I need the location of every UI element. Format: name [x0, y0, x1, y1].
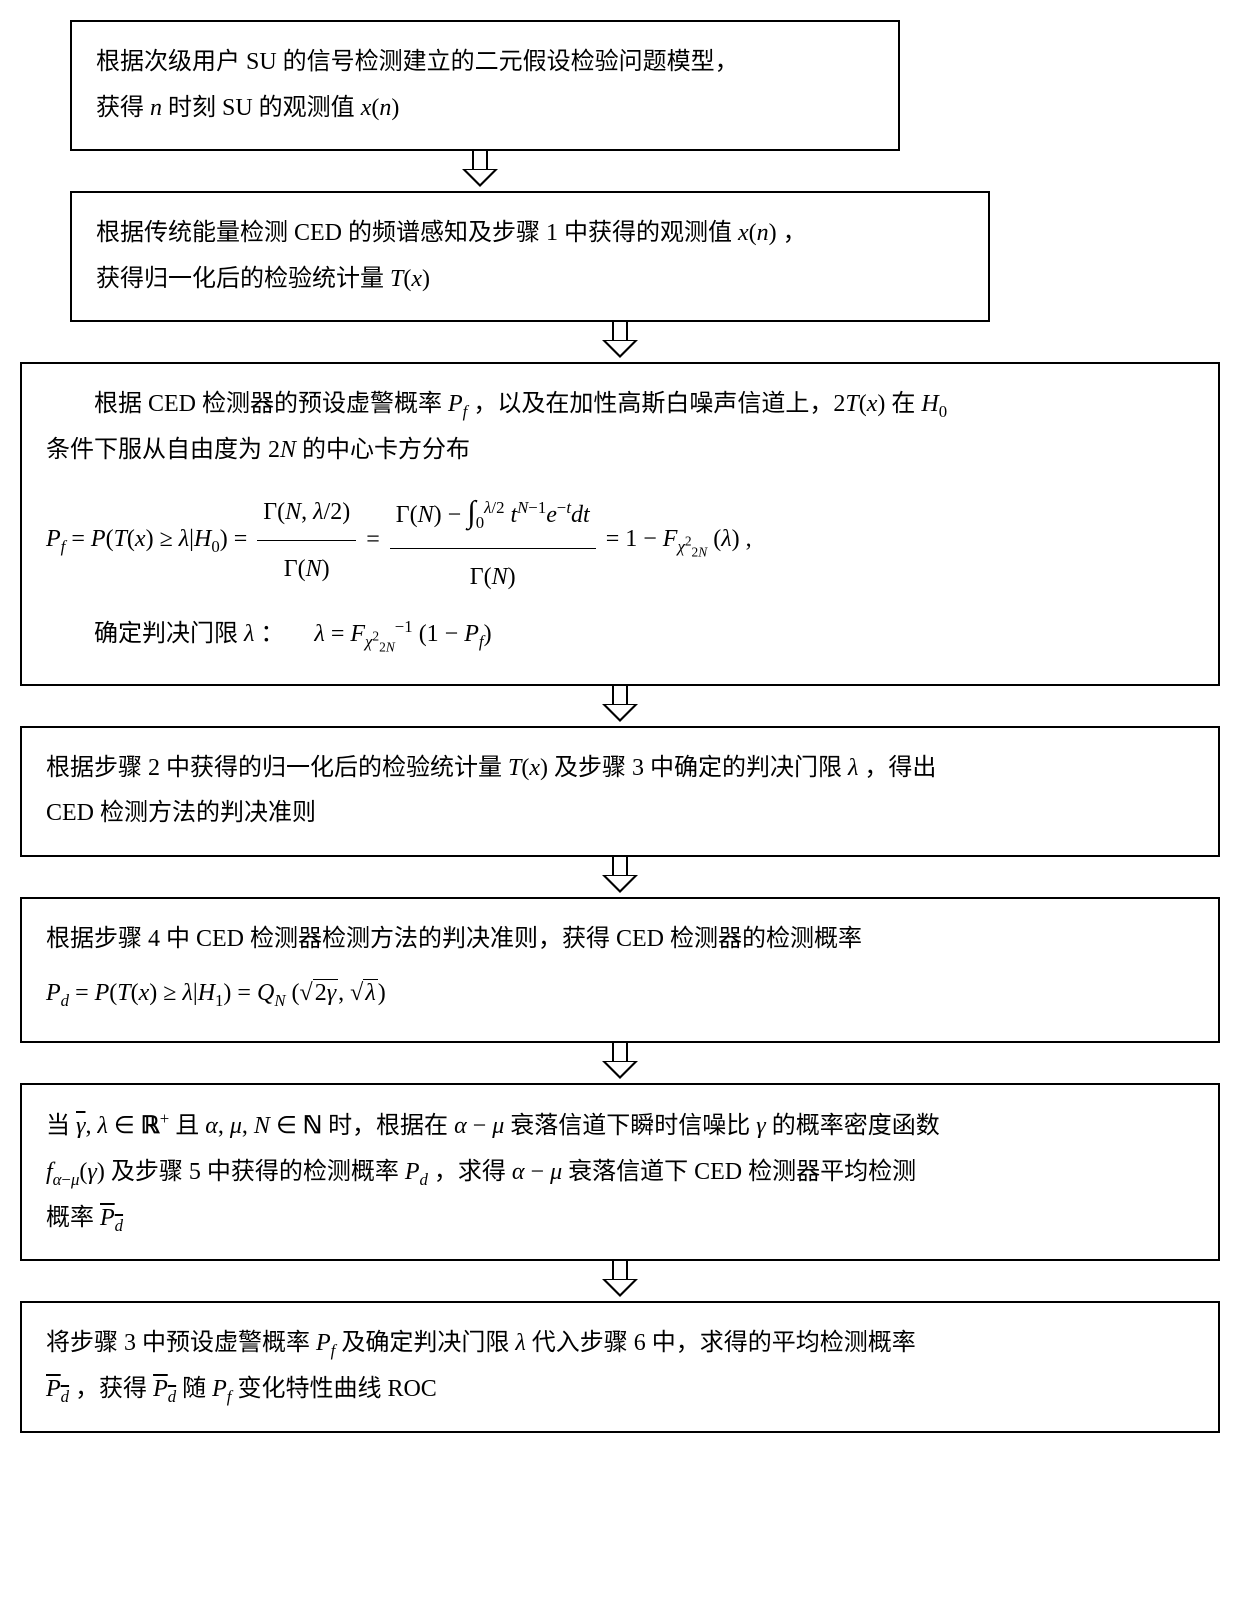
step6-text-d: 衰落信道下瞬时信噪比: [504, 1113, 756, 1139]
step7-line1: 将步骤 3 中预设虚警概率 Pf 及确定判决门限 λ 代入步骤 6 中，求得的平…: [46, 1321, 1194, 1367]
step7-box: 将步骤 3 中预设虚警概率 Pf 及确定判决门限 λ 代入步骤 6 中，求得的平…: [20, 1301, 1220, 1432]
step4-line1: 根据步骤 2 中获得的归一化后的检验统计量 T(x) 及步骤 3 中确定的判决门…: [46, 746, 1194, 792]
step2-line1: 根据传统能量检测 CED 的频谱感知及步骤 1 中获得的观测值 x(n) ，: [96, 211, 964, 257]
step6-line3: 概率 Pd: [46, 1196, 1194, 1242]
step4-line2: CED 检测方法的判决准则: [46, 791, 1194, 837]
step6-text-f: 及步骤 5 中获得的检测概率: [105, 1159, 405, 1185]
step3-box: 根据 CED 检测器的预设虚警概率 Pf ，以及在加性高斯白噪声信道上，2T(x…: [20, 362, 1220, 685]
step4-box: 根据步骤 2 中获得的归一化后的检验统计量 T(x) 及步骤 3 中确定的判决门…: [20, 726, 1220, 857]
step6-text-g: ，求得: [428, 1159, 512, 1185]
flowchart-container: 根据次级用户 SU 的信号检测建立的二元假设检验问题模型， 获得 n 时刻 SU…: [20, 20, 1220, 1433]
step1-text-a: 获得: [96, 95, 150, 121]
arrow-6: [602, 1261, 638, 1301]
step7-text-a: 将步骤 3 中预设虚警概率: [46, 1330, 316, 1356]
step7-text-f: 变化特性曲线 ROC: [231, 1376, 436, 1402]
step6-line2: fα−μ(γ) 及步骤 5 中获得的检测概率 Pd ，求得 α − μ 衰落信道…: [46, 1150, 1194, 1196]
step6-text-b: 且: [169, 1113, 205, 1139]
arrow-2: [602, 322, 638, 362]
step1-line2: 获得 n 时刻 SU 的观测值 x(n): [96, 86, 874, 132]
step6-box: 当 γ, λ ∈ ℝ+ 且 α, μ, N ∈ ℕ 时，根据在 α − μ 衰落…: [20, 1083, 1220, 1261]
step3-text-e: 的中心卡方分布: [296, 437, 470, 463]
step1-box: 根据次级用户 SU 的信号检测建立的二元假设检验问题模型， 获得 n 时刻 SU…: [70, 20, 900, 151]
step3-text-b: ，以及在加性高斯白噪声信道上，: [467, 391, 833, 417]
step6-text-e: 的概率密度函数: [766, 1113, 940, 1139]
step7-text-c: 代入步骤 6 中，求得的平均检测概率: [526, 1330, 916, 1356]
step4-text-a: 根据步骤 2 中获得的归一化后的检验统计量: [46, 755, 508, 781]
step2-text-a: 根据传统能量检测 CED 的频谱感知及步骤 1 中获得的观测值: [96, 220, 738, 246]
step4-text-c: ，得出: [858, 755, 936, 781]
arrow-1: [462, 151, 498, 191]
step3-line2: 条件下服从自由度为 2N 的中心卡方分布: [46, 428, 1194, 474]
step6-text-c: 时，根据在: [322, 1113, 454, 1139]
step5-box: 根据步骤 4 中 CED 检测器检测方法的判决准则，获得 CED 检测器的检测概…: [20, 897, 1220, 1043]
step3-text-f: 确定判决门限: [94, 621, 244, 647]
arrow-5: [602, 1043, 638, 1083]
step2-box: 根据传统能量检测 CED 的频谱感知及步骤 1 中获得的观测值 x(n) ， 获…: [70, 191, 990, 322]
step3-formula-main: Pf = P(T(x) ≥ λ|H0) = Γ(N, λ/2) Γ(N) = Γ…: [46, 478, 1194, 604]
step6-text-h: 衰落信道下 CED 检测器平均检测: [562, 1159, 916, 1185]
step2-text-b: ，: [777, 220, 807, 246]
step3-text-a: 根据 CED 检测器的预设虚警概率: [94, 391, 448, 417]
step3-text-c: 在: [885, 391, 921, 417]
step3-text-d: 条件下服从自由度为: [46, 437, 268, 463]
arrow-3: [602, 686, 638, 726]
step6-text-a: 当: [46, 1113, 76, 1139]
step2-text-c: 获得归一化后的检验统计量: [96, 266, 390, 292]
step7-text-e: 随: [176, 1376, 212, 1402]
step3-formula-lambda: 确定判决门限 λ ： λ = Fχ22N−1 (1 − Pf): [46, 608, 1194, 662]
step5-line1: 根据步骤 4 中 CED 检测器检测方法的判决准则，获得 CED 检测器的检测概…: [46, 917, 1194, 963]
step5-formula: Pd = P(T(x) ≥ λ|H1) = QN (2γ, λ): [46, 967, 1194, 1020]
arrow-4: [602, 857, 638, 897]
step6-line1: 当 γ, λ ∈ ℝ+ 且 α, μ, N ∈ ℕ 时，根据在 α − μ 衰落…: [46, 1103, 1194, 1150]
step7-text-b: 及确定判决门限: [335, 1330, 515, 1356]
step7-text-d: ，获得: [69, 1376, 153, 1402]
step3-text-g: ：: [254, 621, 284, 647]
step7-line2: Pd ，获得 Pd 随 Pf 变化特性曲线 ROC: [46, 1367, 1194, 1413]
step1-text-b: 时刻 SU 的观测值: [162, 95, 361, 121]
step2-line2: 获得归一化后的检验统计量 T(x): [96, 257, 964, 303]
step1-line1: 根据次级用户 SU 的信号检测建立的二元假设检验问题模型，: [96, 40, 874, 86]
step3-line1: 根据 CED 检测器的预设虚警概率 Pf ，以及在加性高斯白噪声信道上，2T(x…: [46, 382, 1194, 428]
step6-text-i: 概率: [46, 1205, 100, 1231]
step4-text-b: 及步骤 3 中确定的判决门限: [548, 755, 848, 781]
